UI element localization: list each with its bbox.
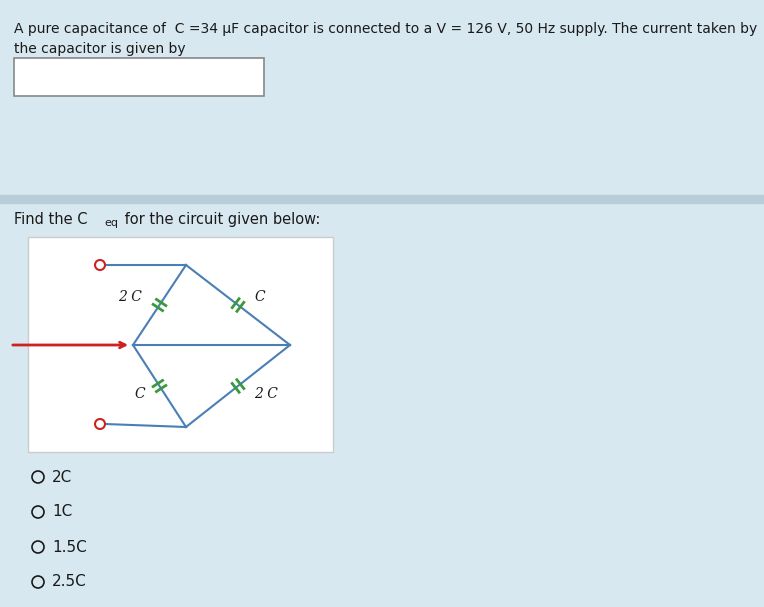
Text: 2 C: 2 C bbox=[254, 387, 278, 401]
Bar bbox=[0, 195, 764, 203]
Text: for the circuit given below:: for the circuit given below: bbox=[120, 212, 320, 227]
Text: 2 C: 2 C bbox=[118, 290, 141, 304]
Text: 2C: 2C bbox=[52, 469, 73, 484]
Text: the capacitor is given by: the capacitor is given by bbox=[14, 42, 186, 56]
Text: C: C bbox=[254, 290, 264, 304]
Text: 1C: 1C bbox=[52, 504, 73, 520]
Text: Find the C: Find the C bbox=[14, 212, 88, 227]
Text: 1.5C: 1.5C bbox=[52, 540, 87, 555]
Text: eq: eq bbox=[104, 218, 118, 228]
Text: C: C bbox=[135, 387, 145, 401]
Bar bbox=[28, 237, 333, 452]
Bar bbox=[14, 58, 264, 96]
Text: A pure capacitance of  C =34 μF capacitor is connected to a V = 126 V, 50 Hz sup: A pure capacitance of C =34 μF capacitor… bbox=[14, 22, 757, 36]
Text: 2.5C: 2.5C bbox=[52, 574, 87, 589]
